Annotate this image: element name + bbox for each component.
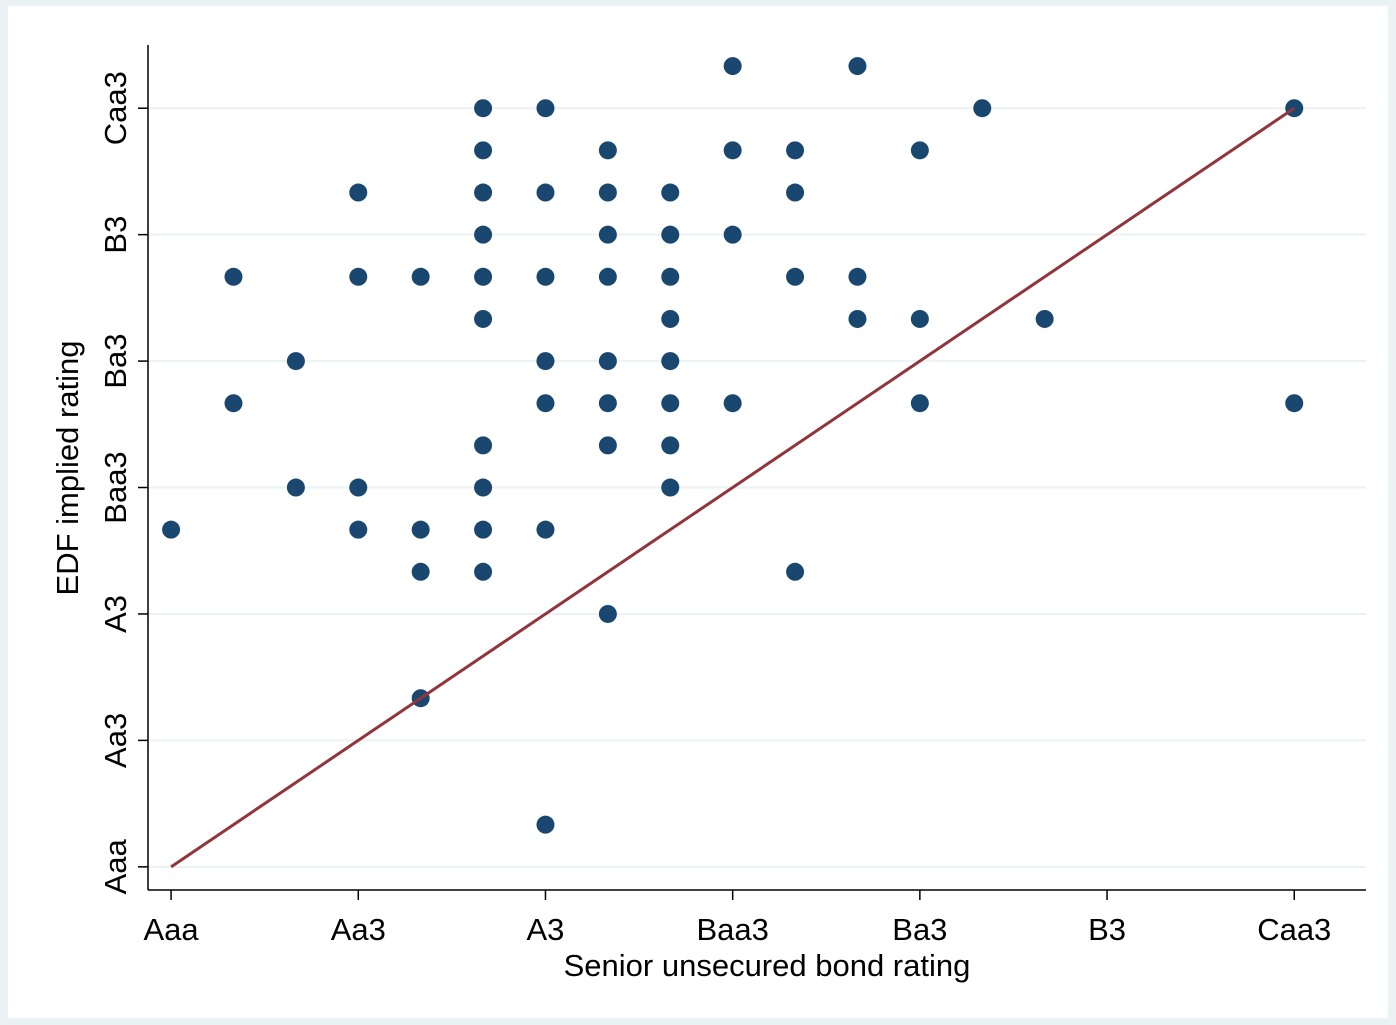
point xyxy=(1285,394,1304,413)
y-tick-label: Ba3 xyxy=(98,333,133,388)
point xyxy=(910,394,929,413)
point xyxy=(661,394,680,413)
fit-line xyxy=(170,106,1296,869)
point xyxy=(661,267,680,286)
point xyxy=(661,225,680,244)
point xyxy=(661,478,680,497)
point xyxy=(536,394,555,413)
point xyxy=(536,267,555,286)
point xyxy=(411,267,430,286)
point xyxy=(474,562,493,581)
point xyxy=(411,562,430,581)
point xyxy=(598,604,617,623)
x-tick-label: B3 xyxy=(1088,912,1126,947)
point xyxy=(661,183,680,202)
x-tick-label: Caa3 xyxy=(1257,912,1331,947)
point xyxy=(723,225,742,244)
point xyxy=(474,436,493,455)
point xyxy=(349,183,368,202)
point xyxy=(536,520,555,539)
point xyxy=(848,57,867,76)
point xyxy=(474,309,493,328)
point xyxy=(474,225,493,244)
point xyxy=(910,309,929,328)
point xyxy=(286,352,305,371)
point xyxy=(411,520,430,539)
point xyxy=(536,815,555,834)
y-axis-title: EDF implied rating xyxy=(50,341,85,596)
y-tick-label: Aaa xyxy=(98,838,133,894)
y-tick-label: Caa3 xyxy=(98,71,133,145)
point xyxy=(848,309,867,328)
point xyxy=(786,183,805,202)
point xyxy=(661,352,680,371)
point xyxy=(661,436,680,455)
point xyxy=(474,183,493,202)
point xyxy=(224,267,243,286)
point xyxy=(973,99,992,118)
point xyxy=(536,352,555,371)
x-tick-label: Aaa xyxy=(144,912,200,947)
point xyxy=(224,394,243,413)
point xyxy=(598,225,617,244)
x-tick-label: Aa3 xyxy=(331,912,386,947)
point xyxy=(349,478,368,497)
point xyxy=(162,520,181,539)
point xyxy=(598,267,617,286)
point xyxy=(598,183,617,202)
y-tick-label: Baa3 xyxy=(98,451,133,523)
point xyxy=(661,309,680,328)
point xyxy=(786,267,805,286)
point xyxy=(598,394,617,413)
x-axis-title: Senior unsecured bond rating xyxy=(564,948,971,983)
y-tick-label: B3 xyxy=(98,216,133,254)
x-tick-label: Ba3 xyxy=(892,912,947,947)
point xyxy=(474,267,493,286)
point xyxy=(598,352,617,371)
point xyxy=(786,141,805,160)
point xyxy=(1035,309,1054,328)
point xyxy=(723,394,742,413)
point xyxy=(723,141,742,160)
point xyxy=(598,141,617,160)
y-tick-label: Aa3 xyxy=(98,713,133,768)
point xyxy=(474,99,493,118)
point xyxy=(536,183,555,202)
point xyxy=(286,478,305,497)
point xyxy=(723,57,742,76)
point xyxy=(598,436,617,455)
point xyxy=(474,141,493,160)
point xyxy=(848,267,867,286)
point xyxy=(349,267,368,286)
point xyxy=(474,520,493,539)
point xyxy=(474,478,493,497)
point xyxy=(910,141,929,160)
x-tick-label: A3 xyxy=(527,912,565,947)
point xyxy=(349,520,368,539)
point xyxy=(536,99,555,118)
x-tick-label: Baa3 xyxy=(696,912,768,947)
point xyxy=(786,562,805,581)
y-tick-label: A3 xyxy=(98,595,133,633)
